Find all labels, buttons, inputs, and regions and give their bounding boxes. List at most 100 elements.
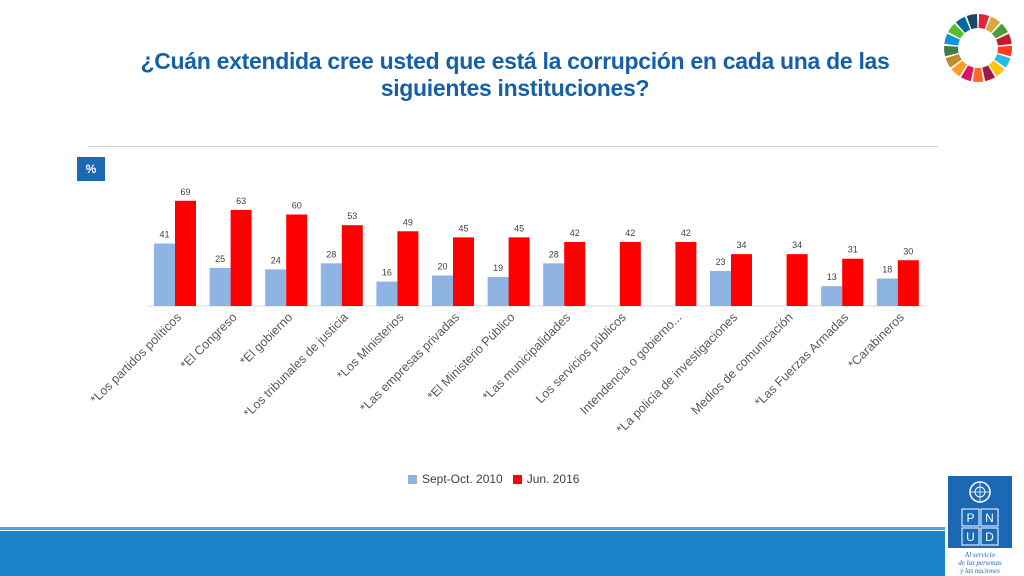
bar-2016-10 bbox=[731, 254, 752, 306]
data-label-2016-13: 30 bbox=[903, 246, 913, 256]
category-label-3: *Los tribunales de justicia bbox=[241, 310, 351, 420]
legend-item-2010: Sept-Oct. 2010 bbox=[408, 472, 503, 486]
data-label-2016-1: 63 bbox=[236, 196, 246, 206]
data-label-2010-2: 24 bbox=[271, 255, 281, 265]
sdg-segment-14 bbox=[944, 33, 960, 46]
undp-letter-4: D bbox=[985, 530, 994, 544]
undp-letter-2: N bbox=[985, 511, 994, 525]
bar-2010-6 bbox=[487, 277, 509, 306]
footer-accent-line bbox=[0, 527, 945, 530]
data-label-2010-7: 28 bbox=[549, 249, 559, 259]
bar-2010-1 bbox=[209, 267, 231, 306]
bar-2010-3 bbox=[320, 263, 342, 306]
title-divider bbox=[88, 146, 938, 147]
data-label-2016-7: 42 bbox=[570, 228, 580, 238]
undp-letter-1: P bbox=[966, 511, 974, 525]
undp-logo: P N U D Al servicio de las personas y la… bbox=[948, 476, 1012, 576]
bar-2016-7 bbox=[564, 241, 586, 306]
sdg-segment-3 bbox=[991, 23, 1008, 39]
bar-2016-1 bbox=[230, 209, 252, 306]
undp-tagline: Al servicio de las personas y las nacion… bbox=[948, 551, 1012, 575]
category-label-13: *Carabineros bbox=[845, 310, 906, 371]
category-label-2: *El gobierno bbox=[237, 310, 295, 368]
data-label-2016-9: 42 bbox=[681, 228, 691, 238]
sdg-segment-7 bbox=[989, 60, 1005, 77]
bar-2016-6 bbox=[508, 237, 530, 306]
sdg-segment-17 bbox=[966, 14, 978, 30]
undp-tagline-3: y las naciones bbox=[960, 567, 1000, 575]
title-line-1: ¿Cuán extendida cree usted que está la c… bbox=[140, 48, 890, 74]
data-label-2010-13: 18 bbox=[882, 265, 892, 275]
bar-2010-13 bbox=[876, 278, 898, 306]
bar-2016-13 bbox=[897, 260, 919, 306]
data-label-2010-5: 20 bbox=[437, 262, 447, 272]
bar-2010-7 bbox=[543, 263, 565, 306]
data-label-2016-6: 45 bbox=[514, 223, 524, 233]
sdg-segment-15 bbox=[948, 23, 965, 39]
sdg-segment-12 bbox=[945, 54, 962, 68]
legend-label-2010: Sept-Oct. 2010 bbox=[422, 472, 503, 486]
bar-2016-3 bbox=[341, 225, 363, 306]
sdg-segment-5 bbox=[997, 45, 1012, 57]
category-label-9: Intendencia o gobierno... bbox=[577, 310, 684, 417]
sdg-segment-13 bbox=[944, 45, 959, 57]
un-emblem-icon: P N U D bbox=[961, 481, 999, 546]
sdg-segment-8 bbox=[982, 65, 996, 82]
bar-2010-0 bbox=[154, 243, 175, 306]
category-label-1: *El Congreso bbox=[178, 310, 240, 372]
category-label-8: Los servicios públicos bbox=[533, 310, 629, 406]
bar-2016-11 bbox=[786, 254, 808, 306]
bar-2016-8 bbox=[619, 241, 641, 306]
data-label-2016-5: 45 bbox=[458, 223, 468, 233]
sdg-segment-6 bbox=[994, 54, 1011, 68]
bar-2010-2 bbox=[265, 269, 287, 306]
data-label-2016-8: 42 bbox=[625, 228, 635, 238]
sdg-segment-4 bbox=[996, 33, 1012, 46]
bar-2010-5 bbox=[432, 275, 453, 306]
sdg-segment-11 bbox=[951, 60, 967, 77]
legend-item-2016: Jun. 2016 bbox=[512, 472, 580, 486]
bar-2016-5 bbox=[453, 237, 474, 306]
data-label-2016-4: 49 bbox=[403, 217, 413, 227]
bar-2010-4 bbox=[376, 281, 398, 306]
category-label-5: *Las empresas privadas bbox=[357, 310, 462, 415]
data-label-2016-12: 31 bbox=[848, 245, 858, 255]
undp-tagline-2: de las personas bbox=[958, 559, 1002, 567]
legend-label-2016: Jun. 2016 bbox=[526, 472, 580, 486]
data-label-2016-2: 60 bbox=[292, 201, 302, 211]
sdg-wheel-logo bbox=[944, 14, 1012, 83]
undp-letter-3: U bbox=[966, 530, 975, 544]
bar-2016-4 bbox=[397, 231, 419, 306]
footer-bar bbox=[0, 531, 945, 576]
data-label-2010-6: 19 bbox=[493, 263, 503, 273]
sdg-segment-9 bbox=[972, 67, 984, 83]
data-label-2010-4: 16 bbox=[382, 268, 392, 278]
data-label-2016-11: 34 bbox=[792, 240, 802, 250]
category-label-11: Medios de comunicación bbox=[689, 310, 796, 417]
sdg-segment-10 bbox=[960, 65, 974, 82]
chart-legend: Sept-Oct. 2010 Jun. 2016 bbox=[408, 472, 589, 486]
category-label-12: *Las Fuerzas Armadas bbox=[752, 310, 851, 409]
bar-2010-10 bbox=[710, 270, 731, 306]
bar-2016-0 bbox=[175, 200, 196, 306]
sdg-segment-1 bbox=[978, 14, 990, 30]
data-label-2010-3: 28 bbox=[326, 249, 336, 259]
legend-swatch-2010 bbox=[408, 474, 417, 484]
category-label-0: *Los partidos políticos bbox=[88, 310, 184, 406]
undp-tagline-1: Al servicio bbox=[964, 551, 996, 559]
data-label-2010-0: 41 bbox=[159, 229, 169, 239]
title-line-2: siguientes instituciones? bbox=[380, 75, 650, 101]
category-label-10: *La policía de investigaciones bbox=[614, 310, 740, 436]
undp-logo-box: P N U D bbox=[948, 476, 1012, 548]
data-label-2010-1: 25 bbox=[215, 254, 225, 264]
slide-title: ¿Cuán extendida cree usted que está la c… bbox=[100, 48, 930, 102]
data-label-2010-12: 13 bbox=[827, 272, 837, 282]
legend-swatch-2016 bbox=[512, 474, 522, 484]
sdg-segment-16 bbox=[955, 16, 971, 33]
sdg-segment-2 bbox=[985, 16, 1001, 33]
bar-2016-12 bbox=[842, 258, 864, 306]
data-label-2016-0: 69 bbox=[180, 187, 190, 197]
data-label-2016-3: 53 bbox=[347, 211, 357, 221]
bar-2010-12 bbox=[821, 286, 843, 306]
